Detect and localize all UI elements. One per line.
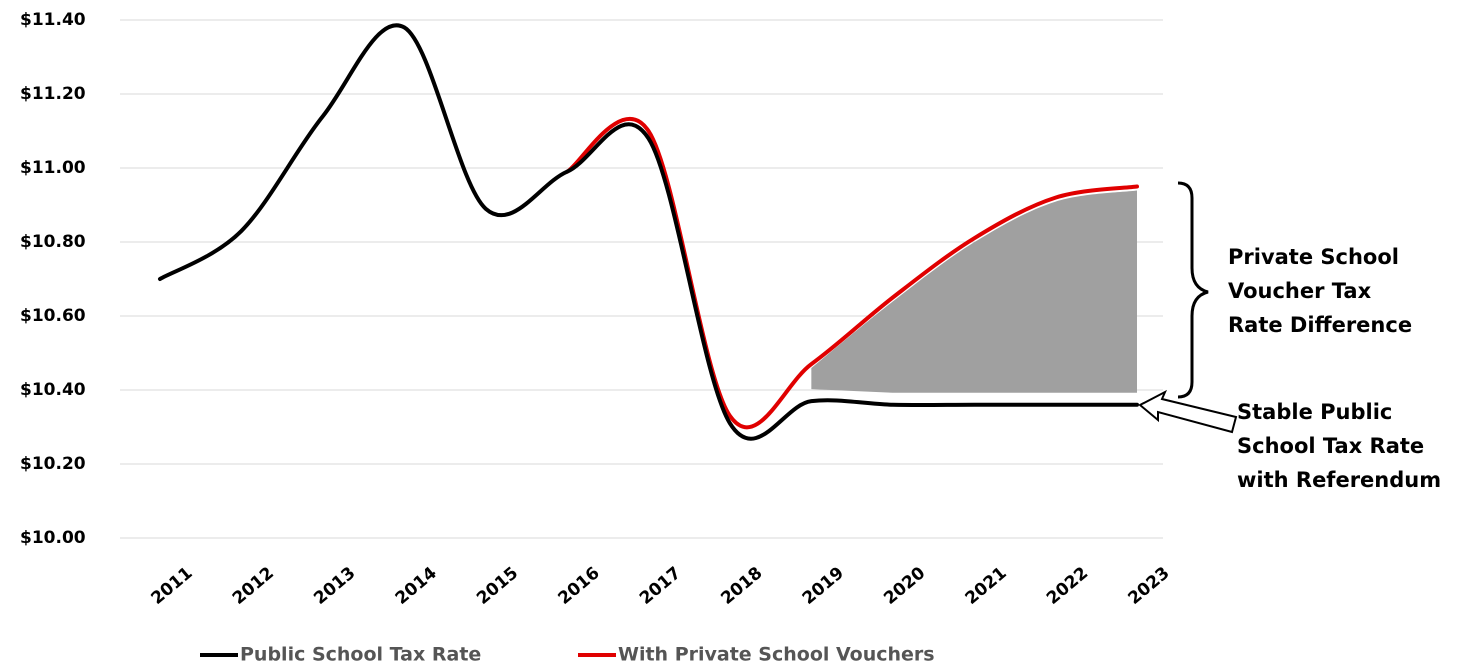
brace	[1177, 181, 1209, 399]
arrow	[1138, 389, 1238, 434]
x-tick-label: 2017	[636, 563, 685, 609]
x-tick-label: 2013	[310, 563, 359, 609]
annotation: Private School	[1228, 245, 1399, 269]
annotation: Voucher Tax	[1228, 279, 1372, 303]
annotation: Stable Public	[1237, 400, 1392, 424]
x-tick-label: 2012	[229, 563, 278, 609]
x-tick-label: 2023	[1124, 563, 1173, 609]
x-tick-label: 2018	[717, 563, 766, 609]
legend-label: With Private School Vouchers	[618, 644, 935, 666]
x-tick-label: 2021	[962, 563, 1011, 609]
x-tick-label: 2014	[392, 563, 441, 609]
annotation: School Tax Rate	[1237, 434, 1424, 458]
annotation: Rate Difference	[1228, 313, 1412, 337]
x-tick-label: 2011	[147, 563, 196, 609]
series-line	[565, 117, 1139, 430]
x-tick-label: 2022	[1043, 563, 1092, 609]
y-tick-label: $11.40	[20, 10, 86, 30]
x-tick-label: 2019	[799, 563, 848, 609]
x-tick-label: 2016	[555, 563, 604, 609]
series-line	[158, 23, 1139, 441]
legend-label: Public School Tax Rate	[240, 644, 481, 666]
difference-area	[811, 190, 1137, 393]
annotation: with Referendum	[1237, 468, 1441, 492]
x-tick-label: 2020	[880, 563, 929, 609]
y-tick-label: $10.20	[20, 454, 86, 474]
y-tick-label: $10.00	[20, 528, 86, 548]
y-tick-label: $11.20	[20, 84, 86, 104]
x-tick-label: 2015	[473, 563, 522, 609]
y-tick-label: $10.80	[20, 232, 86, 252]
y-tick-label: $10.60	[20, 306, 86, 326]
y-tick-label: $10.40	[20, 380, 86, 400]
y-tick-label: $11.00	[20, 158, 86, 178]
